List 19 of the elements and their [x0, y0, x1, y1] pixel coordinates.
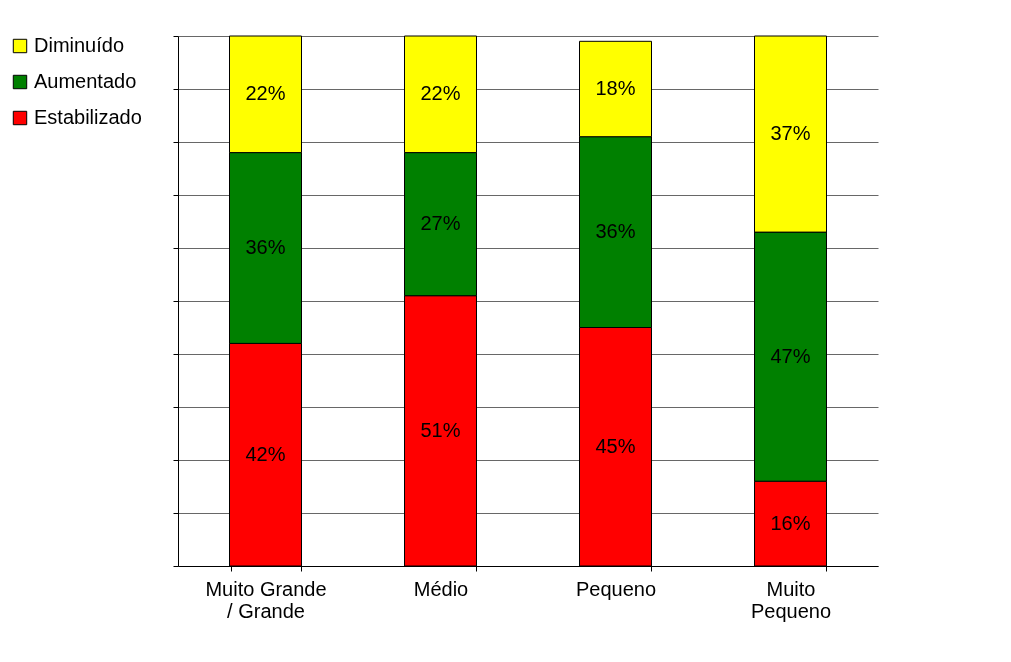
data-label: 45% [595, 434, 636, 457]
data-label: 47% [770, 344, 811, 367]
data-label: 36% [595, 220, 636, 243]
data-label: 22% [245, 82, 286, 105]
x-tick-label: Muito Pequeno [750, 577, 832, 622]
data-label: 42% [245, 442, 286, 465]
x-tick-label: Muito Grande / Grande [205, 577, 327, 622]
x-tick-label: Médio [413, 577, 469, 600]
data-label: 37% [770, 122, 811, 145]
legend-label: Diminuído [34, 34, 125, 56]
data-label: 36% [245, 236, 286, 258]
data-label: 27% [420, 212, 461, 235]
x-tick-label: Pequeno [575, 577, 657, 600]
data-label: 18% [595, 77, 636, 99]
data-label: 22% [420, 82, 461, 105]
legend-label: Aumentado [34, 70, 137, 92]
data-label: 51% [420, 418, 461, 441]
data-label: 16% [770, 511, 811, 534]
legend-label: Estabilizado [34, 106, 142, 128]
